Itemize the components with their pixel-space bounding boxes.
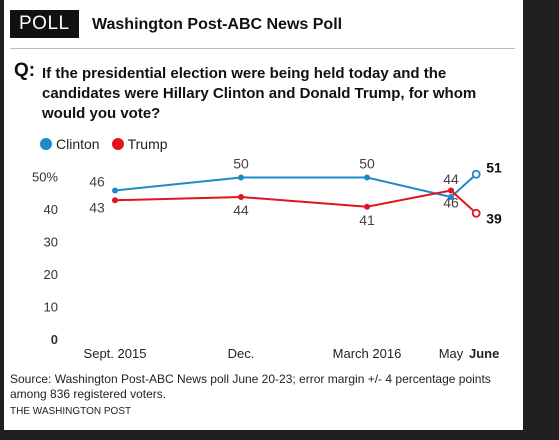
x-tick-label: June xyxy=(469,346,499,361)
header-divider xyxy=(10,48,515,49)
chart-card: POLL Washington Post-ABC News Poll Q: If… xyxy=(4,0,523,430)
y-tick-label: 40 xyxy=(44,202,58,217)
question-text: If the presidential election were being … xyxy=(42,65,477,122)
y-tick-label: 20 xyxy=(44,267,58,282)
x-tick-label: Sept. 2015 xyxy=(84,346,147,361)
data-point-clinton xyxy=(364,174,370,181)
data-point-trump xyxy=(112,197,118,204)
data-point-trump xyxy=(471,208,481,218)
data-point-clinton xyxy=(112,187,118,194)
data-point-trump xyxy=(364,203,370,210)
y-tick-label: 10 xyxy=(44,300,58,315)
legend-item-clinton: Clinton xyxy=(40,136,100,152)
header-title: Washington Post-ABC News Poll xyxy=(92,16,343,33)
data-point-trump xyxy=(238,194,244,200)
question-label: Q: xyxy=(14,60,36,81)
credit-line: THE WASHINGTON POST xyxy=(10,406,132,417)
data-label-clinton: 44 xyxy=(443,171,459,187)
data-label-trump: 39 xyxy=(486,210,502,226)
data-label-trump: 43 xyxy=(89,199,105,215)
data-label-trump: 46 xyxy=(443,195,459,211)
data-point-trump xyxy=(448,187,454,194)
legend-item-trump: Trump xyxy=(111,136,168,152)
y-tick-label: 30 xyxy=(44,235,58,250)
chart-legend: Clinton Trump xyxy=(40,136,180,152)
poll-badge: POLL xyxy=(10,10,79,38)
x-tick-label: March 2016 xyxy=(333,346,402,361)
x-tick-label: May xyxy=(439,346,464,361)
line-chart: 0 10 20 30 40 50% Sept. 2015 Dec. March 2016 May J… xyxy=(32,156,502,362)
y-tick-label: 0 xyxy=(51,332,58,347)
series-line-trump xyxy=(114,189,477,214)
data-label-clinton: 46 xyxy=(89,174,105,190)
legend-label-trump: Trump xyxy=(127,136,168,152)
data-point-clinton xyxy=(448,194,454,200)
data-point-clinton xyxy=(238,174,244,181)
legend-swatch-clinton xyxy=(40,138,52,150)
legend-swatch-trump xyxy=(111,138,124,150)
source-footnote: Source: Washington Post-ABC News poll Ju… xyxy=(10,372,491,401)
data-label-clinton: 51 xyxy=(486,159,502,175)
data-label-clinton: 50 xyxy=(233,156,249,172)
data-label-clinton: 50 xyxy=(359,156,375,172)
series-line-clinton xyxy=(114,173,477,199)
x-tick-label: Dec. xyxy=(228,346,255,361)
data-point-clinton xyxy=(471,169,481,179)
legend-label-clinton: Clinton xyxy=(56,136,100,152)
data-label-trump: 44 xyxy=(233,202,249,218)
data-label-trump: 41 xyxy=(359,212,375,228)
y-tick-label: 50% xyxy=(32,170,58,185)
